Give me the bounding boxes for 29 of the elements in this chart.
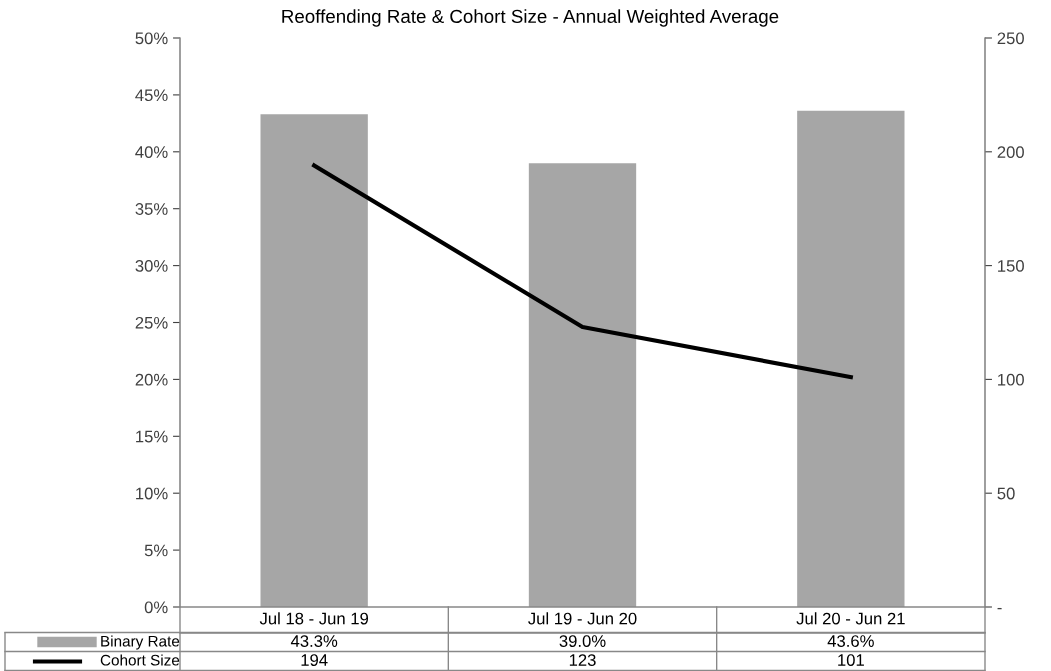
chart-title: Reoffending Rate & Cohort Size - Annual Weighted Average — [282, 9, 779, 27]
y-tick-label: 25% — [135, 316, 168, 329]
y2-tick-label: 250 — [997, 32, 1024, 45]
y-tick-label: 0% — [144, 601, 168, 614]
data-label: 194 — [301, 654, 328, 666]
x-tick-label: Jul 19 - Jun 20 — [528, 612, 637, 625]
x-tick-label: Jul 18 - Jun 19 — [259, 612, 369, 625]
y-tick-label: 30% — [135, 260, 168, 272]
data-label: 123 — [569, 654, 596, 666]
y-tick-label: 10% — [136, 487, 168, 500]
y2-tick-label: 150 — [998, 260, 1024, 272]
y-tick-label: 50% — [135, 32, 168, 45]
data-label: 43.6% — [827, 635, 874, 647]
y-tick-label: 45% — [135, 89, 168, 102]
y-tick-label: 35% — [135, 203, 168, 215]
y-tick-label: 40% — [135, 146, 168, 158]
legend-label: Binary Rate — [101, 635, 180, 650]
y-tick-label: 5% — [144, 544, 168, 557]
data-label: 43.3% — [290, 635, 338, 647]
y-tick-label: 15% — [136, 430, 168, 443]
data-label: 101 — [838, 654, 864, 666]
y2-tick-label: 50 — [997, 487, 1015, 500]
y2-tick-label: 100 — [998, 373, 1024, 386]
y2-tick-label: 200 — [997, 146, 1024, 158]
y2-tick-label: - — [997, 607, 1002, 610]
x-tick-label: Jul 20 - Jun 21 — [796, 612, 905, 625]
y-tick-label: 20% — [135, 373, 168, 386]
legend-label: Cohort Size — [100, 654, 180, 666]
data-label: 39.0% — [559, 635, 606, 647]
